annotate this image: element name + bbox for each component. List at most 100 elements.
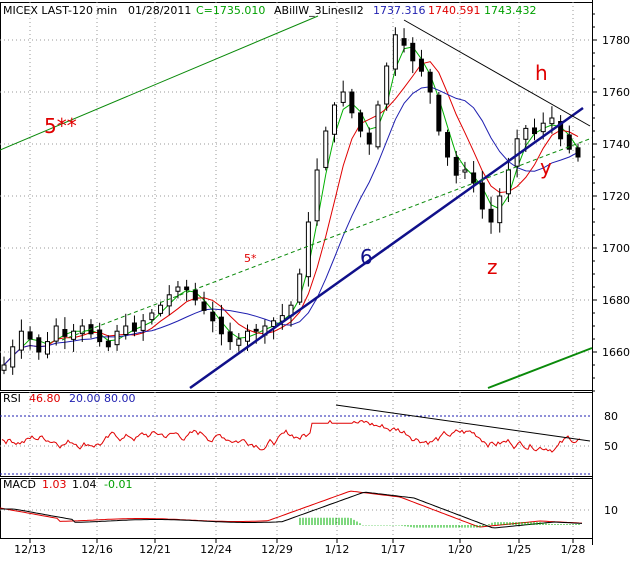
candle-body bbox=[18, 330, 24, 351]
header-date: 01/28/2011 bbox=[128, 4, 191, 17]
candle-body bbox=[271, 320, 277, 327]
candle-body bbox=[540, 122, 546, 133]
candle-body bbox=[471, 172, 477, 184]
candle-body bbox=[105, 340, 111, 348]
candle-body bbox=[97, 329, 103, 343]
y-tick-label: 1700 bbox=[602, 242, 630, 255]
header-line3: 1743.432 bbox=[484, 4, 537, 17]
x-tick-label: 1/20 bbox=[448, 543, 473, 556]
green-trendline-lower bbox=[487, 347, 593, 389]
header-close: C=1735.010 bbox=[196, 4, 265, 17]
label-h: h bbox=[535, 61, 548, 85]
candle-body bbox=[305, 221, 311, 278]
candle-body bbox=[331, 104, 337, 135]
candle-body bbox=[427, 71, 433, 93]
rsi-value: 46.80 bbox=[29, 392, 61, 405]
candle-body bbox=[53, 325, 59, 342]
label-5-star: 5* bbox=[244, 252, 257, 265]
y-tick-label: 1760 bbox=[602, 86, 630, 99]
x-tick-label: 1/12 bbox=[325, 543, 350, 556]
candle-body bbox=[71, 330, 77, 340]
x-tick-label: 12/24 bbox=[200, 543, 232, 556]
candle-body bbox=[36, 337, 42, 353]
candle-body bbox=[384, 65, 390, 105]
candle-body bbox=[184, 286, 190, 291]
candle-body bbox=[418, 58, 424, 72]
green-dashed-channel bbox=[61, 137, 593, 341]
candle-body bbox=[410, 42, 416, 62]
candle-body bbox=[445, 132, 451, 158]
rsi-level-80: 80.00 bbox=[104, 392, 136, 405]
rsi-tick-label: 50 bbox=[604, 440, 618, 453]
candle-body bbox=[140, 320, 146, 331]
x-tick-label: 12/16 bbox=[81, 543, 113, 556]
candle-body bbox=[349, 91, 355, 114]
label-6: 6 bbox=[360, 245, 373, 269]
panel-frames bbox=[0, 0, 593, 545]
header-line2: 1740.591 bbox=[428, 4, 481, 17]
candle-body bbox=[79, 325, 85, 335]
candle-body bbox=[532, 127, 538, 135]
candle-body bbox=[401, 38, 407, 46]
candle-body bbox=[462, 169, 468, 173]
candle-body bbox=[558, 120, 564, 140]
candle-body bbox=[523, 127, 529, 140]
x-tick-label: 1/28 bbox=[561, 543, 586, 556]
candle-body bbox=[10, 346, 16, 368]
candle-body bbox=[62, 329, 68, 337]
candle-body bbox=[236, 338, 242, 346]
candle-body bbox=[123, 325, 129, 335]
header-symbol: MICEX LAST-120 min bbox=[3, 4, 117, 17]
label-y: y bbox=[540, 155, 552, 179]
grid-lines bbox=[0, 2, 592, 538]
green-trendline-5-double-star bbox=[0, 15, 319, 151]
macd-panel: 10 bbox=[0, 490, 618, 529]
macd-signal-line bbox=[0, 491, 583, 529]
y-tick-label: 1660 bbox=[602, 346, 630, 359]
candle-body bbox=[566, 134, 572, 150]
rsi-title: RSI bbox=[3, 392, 21, 405]
candle-body bbox=[114, 330, 120, 346]
candle-body bbox=[1, 364, 7, 371]
candle-body bbox=[149, 312, 155, 321]
candle-body bbox=[201, 301, 207, 311]
rsi-tick-label: 80 bbox=[604, 410, 618, 423]
macd-title: MACD bbox=[3, 478, 36, 491]
candle-body bbox=[505, 169, 511, 195]
rsi-level-20: 20.00 bbox=[69, 392, 101, 405]
label-5-double-star: 5** bbox=[44, 114, 77, 138]
macd-hist: -0.01 bbox=[104, 478, 132, 491]
y-tick-label: 1740 bbox=[602, 138, 630, 151]
candle-body bbox=[497, 195, 503, 224]
macd-tick-label: 10 bbox=[604, 504, 618, 517]
x-tick-label: 1/17 bbox=[381, 543, 406, 556]
rsi-trendline bbox=[335, 404, 591, 442]
y-tick-label: 1720 bbox=[602, 190, 630, 203]
black-resistance-line bbox=[403, 19, 591, 127]
candle-body bbox=[175, 286, 181, 292]
panel-frame bbox=[0, 392, 593, 477]
candle-body bbox=[340, 91, 346, 103]
candle-body bbox=[549, 117, 555, 125]
candle-body bbox=[453, 156, 459, 176]
candle-body bbox=[158, 304, 164, 314]
y-tick-labels: 1660 1680 1700 1720 1740 1760 1780 bbox=[592, 13, 630, 392]
header-indicator: ABillW_3LinesII2 bbox=[274, 4, 364, 17]
y-tick-label: 1780 bbox=[602, 34, 630, 47]
candle-body bbox=[253, 328, 259, 332]
candle-body bbox=[314, 169, 320, 222]
candle-body bbox=[131, 322, 137, 332]
candle-body bbox=[44, 341, 50, 355]
candle-body bbox=[323, 130, 329, 168]
macd-line bbox=[0, 490, 583, 528]
candlesticks bbox=[1, 27, 581, 375]
candle-body bbox=[375, 104, 381, 148]
candle-body bbox=[479, 182, 485, 210]
x-tick-labels: 12/13 12/16 12/21 12/24 12/29 1/12 1/17 1/20 1/2… bbox=[14, 539, 585, 556]
candle-body bbox=[192, 289, 198, 301]
candle-body bbox=[218, 316, 224, 335]
candle-body bbox=[392, 34, 398, 70]
candle-body bbox=[27, 331, 33, 340]
candle-body bbox=[358, 112, 364, 132]
